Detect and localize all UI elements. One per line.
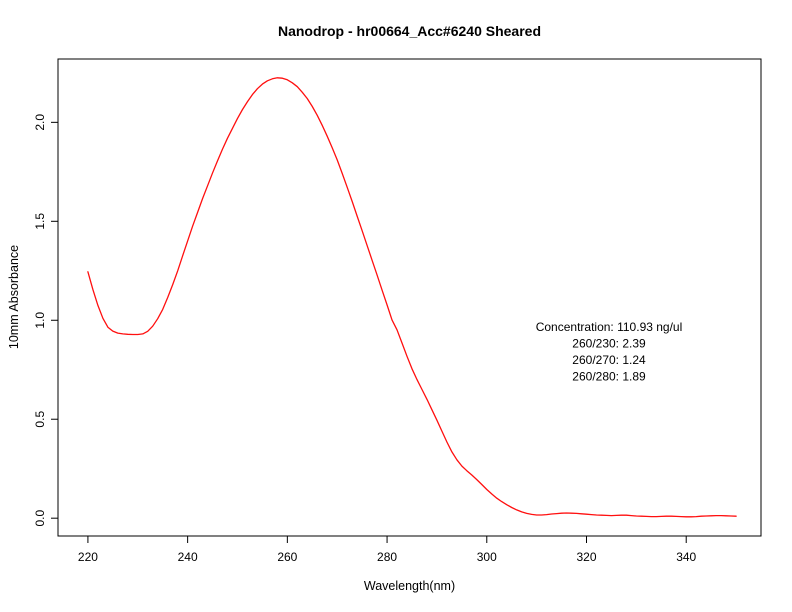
annotation-line-concentration: Concentration: 110.93 ng/ul: [536, 320, 683, 334]
y-tick-label: 2.0: [33, 114, 47, 131]
y-tick-label: 1.0: [33, 312, 47, 329]
y-axis-ticks: 0.0 0.5 1.0 1.5 2.0: [33, 114, 58, 527]
chart-title: Nanodrop - hr00664_Acc#6240 Sheared: [278, 23, 541, 39]
y-tick-label: 0.0: [33, 510, 47, 527]
annotation-line-260-230: 260/230: 2.39: [572, 337, 646, 351]
plot-area-border: [57, 58, 762, 537]
y-axis-label: 10mm Absorbance: [7, 245, 21, 349]
annotation-block: Concentration: 110.93 ng/ul 260/230: 2.3…: [536, 320, 683, 384]
x-axis-label: Wavelength(nm): [364, 579, 455, 593]
y-tick-label: 1.5: [33, 213, 47, 230]
x-axis-ticks: 220 240 260 280 300 320 340: [78, 536, 697, 564]
absorbance-curve: [87, 77, 737, 518]
x-tick-label: 220: [78, 550, 98, 564]
x-tick-label: 260: [277, 550, 297, 564]
annotation-line-260-270: 260/270: 1.24: [572, 353, 646, 367]
x-tick-label: 300: [477, 550, 497, 564]
y-tick-label: 0.5: [33, 411, 47, 428]
x-tick-label: 280: [377, 550, 397, 564]
annotation-line-260-280: 260/280: 1.89: [572, 370, 646, 384]
x-tick-label: 340: [676, 550, 696, 564]
x-tick-label: 240: [178, 550, 198, 564]
x-tick-label: 320: [576, 550, 596, 564]
